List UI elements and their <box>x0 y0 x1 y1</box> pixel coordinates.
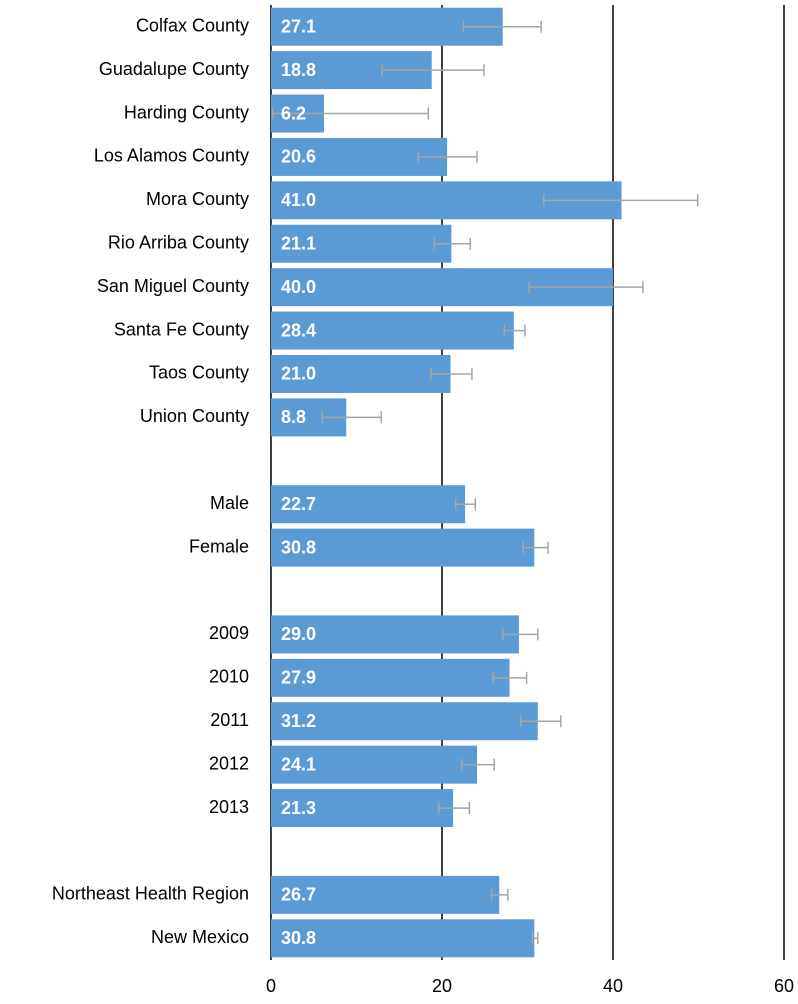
y-tick-label: Mora County <box>146 189 249 209</box>
y-tick-label: Los Alamos County <box>94 146 249 166</box>
error-bar <box>531 932 539 945</box>
error-bar <box>490 888 509 901</box>
x-tick-label: 60 <box>774 976 794 996</box>
y-tick-label: 2010 <box>209 667 249 687</box>
x-tick-label: 0 <box>266 976 276 996</box>
value-label: 40.0 <box>281 277 316 297</box>
value-label: 30.8 <box>281 928 316 948</box>
error-bar <box>460 758 495 771</box>
value-label: 6.2 <box>281 103 306 123</box>
y-tick-label: Union County <box>140 406 249 426</box>
value-label: 8.8 <box>281 407 306 427</box>
y-tick-label: Taos County <box>149 363 249 383</box>
y-tick-label: Guadalupe County <box>99 59 249 79</box>
bar <box>271 354 451 393</box>
value-label: 30.8 <box>281 537 316 557</box>
value-label: 18.8 <box>281 60 316 80</box>
y-tick-label: 2013 <box>209 797 249 817</box>
error-bar <box>430 367 473 380</box>
error-bar <box>503 324 526 337</box>
bar <box>271 528 535 567</box>
error-bar <box>542 194 699 207</box>
bar <box>271 311 514 350</box>
bar <box>271 224 452 263</box>
error-bar <box>454 498 477 511</box>
y-tick-label: Harding County <box>124 102 249 122</box>
bar <box>271 485 466 524</box>
y-tick-label: Northeast Health Region <box>52 884 249 904</box>
error-bar <box>417 150 478 163</box>
error-bar <box>437 802 471 815</box>
x-tick-label: 40 <box>603 976 623 996</box>
y-tick-label: Male <box>210 493 249 513</box>
bar <box>271 615 519 654</box>
y-tick-label: Rio Arriba County <box>108 233 249 253</box>
y-tick-label: 2012 <box>209 753 249 773</box>
y-tick-label: Colfax County <box>136 15 249 35</box>
bar <box>271 919 535 958</box>
error-bar <box>528 281 644 294</box>
bar <box>271 789 454 828</box>
bar <box>271 875 500 914</box>
value-label: 21.0 <box>281 364 316 384</box>
value-label: 27.1 <box>281 16 316 36</box>
error-bar <box>519 715 562 728</box>
value-label: 27.9 <box>281 668 316 688</box>
bar <box>271 745 478 784</box>
error-bar <box>492 671 528 684</box>
value-label: 22.7 <box>281 494 316 514</box>
error-bar <box>271 107 430 120</box>
bar <box>271 658 510 697</box>
x-tick-label: 20 <box>432 976 452 996</box>
value-label: 26.7 <box>281 885 316 905</box>
error-bar <box>462 20 542 33</box>
y-tick-label: Female <box>189 536 249 556</box>
value-label: 41.0 <box>281 190 316 210</box>
y-tick-label: 2009 <box>209 623 249 643</box>
value-label: 21.3 <box>281 798 316 818</box>
error-bar <box>433 237 471 250</box>
value-label: 21.1 <box>281 234 316 254</box>
value-label: 20.6 <box>281 147 316 167</box>
error-bar <box>321 411 383 424</box>
y-tick-label: San Miguel County <box>97 276 249 296</box>
error-bar <box>381 64 485 77</box>
error-bar <box>522 541 549 554</box>
y-tick-label: New Mexico <box>151 927 249 947</box>
bar <box>271 702 538 741</box>
y-tick-label: Santa Fe County <box>114 319 249 339</box>
value-label: 24.1 <box>281 754 316 774</box>
value-label: 28.4 <box>281 320 316 340</box>
y-tick-label: 2011 <box>210 710 249 730</box>
value-label: 29.0 <box>281 624 316 644</box>
error-bar <box>501 628 539 641</box>
value-label: 31.2 <box>281 711 316 731</box>
